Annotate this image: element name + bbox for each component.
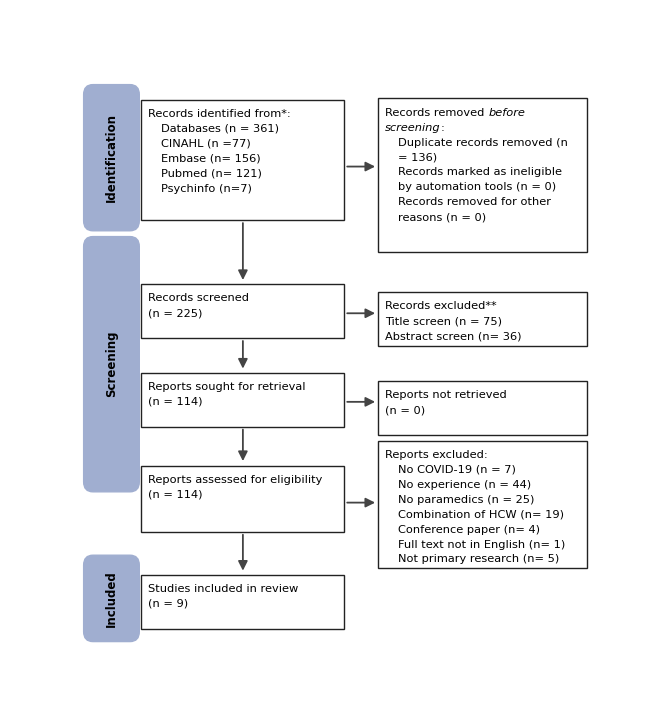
Text: Combination of HCW (n= 19): Combination of HCW (n= 19): [398, 510, 564, 520]
FancyBboxPatch shape: [141, 99, 344, 220]
Text: Records screened: Records screened: [148, 293, 249, 303]
Text: Screening: Screening: [105, 331, 118, 398]
FancyBboxPatch shape: [378, 292, 587, 347]
Text: (n = 9): (n = 9): [148, 599, 188, 609]
Text: = 136): = 136): [398, 152, 437, 162]
Text: Conference paper (n= 4): Conference paper (n= 4): [398, 525, 540, 535]
Text: Records removed: Records removed: [385, 108, 488, 118]
Text: Reports not retrieved: Reports not retrieved: [385, 390, 507, 400]
Text: Records identified from*:: Records identified from*:: [148, 109, 291, 119]
Text: No experience (n = 44): No experience (n = 44): [398, 480, 531, 490]
Text: No paramedics (n = 25): No paramedics (n = 25): [398, 495, 535, 505]
FancyBboxPatch shape: [141, 465, 344, 532]
Text: Title screen (n = 75): Title screen (n = 75): [385, 316, 502, 326]
FancyBboxPatch shape: [378, 99, 587, 252]
FancyBboxPatch shape: [84, 237, 139, 492]
Text: Studies included in review: Studies included in review: [148, 584, 299, 594]
FancyBboxPatch shape: [84, 85, 139, 231]
Text: before: before: [488, 108, 525, 118]
Text: Identification: Identification: [105, 113, 118, 202]
Text: (n = 0): (n = 0): [385, 405, 425, 415]
Text: Records removed for other: Records removed for other: [398, 198, 551, 207]
Text: reasons (n = 0): reasons (n = 0): [398, 212, 486, 222]
Text: screening: screening: [385, 123, 441, 132]
Text: No COVID-19 (n = 7): No COVID-19 (n = 7): [398, 464, 516, 475]
Text: Not primary research (n= 5): Not primary research (n= 5): [398, 554, 559, 564]
Text: (n = 225): (n = 225): [148, 308, 202, 318]
Text: Reports sought for retrieval: Reports sought for retrieval: [148, 382, 305, 392]
FancyBboxPatch shape: [141, 284, 344, 338]
FancyBboxPatch shape: [141, 372, 344, 427]
Text: :: :: [441, 123, 445, 132]
FancyBboxPatch shape: [378, 441, 587, 568]
Text: Databases (n = 361): Databases (n = 361): [161, 124, 279, 134]
Text: Pubmed (n= 121): Pubmed (n= 121): [161, 168, 262, 178]
Text: Duplicate records removed (n: Duplicate records removed (n: [398, 137, 568, 147]
Text: CINAHL (n =77): CINAHL (n =77): [161, 139, 251, 149]
FancyBboxPatch shape: [378, 381, 587, 435]
Text: Records marked as ineligible: Records marked as ineligible: [398, 168, 562, 178]
Text: Embase (n= 156): Embase (n= 156): [161, 154, 261, 164]
Text: Abstract screen (n= 36): Abstract screen (n= 36): [385, 331, 521, 342]
Text: Records excluded**: Records excluded**: [385, 301, 497, 311]
Text: (n = 114): (n = 114): [148, 490, 203, 500]
FancyBboxPatch shape: [84, 555, 139, 641]
Text: Included: Included: [105, 570, 118, 627]
Text: (n = 114): (n = 114): [148, 397, 203, 407]
Text: Reports assessed for eligibility: Reports assessed for eligibility: [148, 475, 323, 485]
Text: Reports excluded:: Reports excluded:: [385, 450, 488, 460]
Text: Full text not in English (n= 1): Full text not in English (n= 1): [398, 539, 565, 549]
Text: by automation tools (n = 0): by automation tools (n = 0): [398, 183, 556, 193]
Text: Psychinfo (n=7): Psychinfo (n=7): [161, 183, 252, 193]
FancyBboxPatch shape: [141, 574, 344, 629]
